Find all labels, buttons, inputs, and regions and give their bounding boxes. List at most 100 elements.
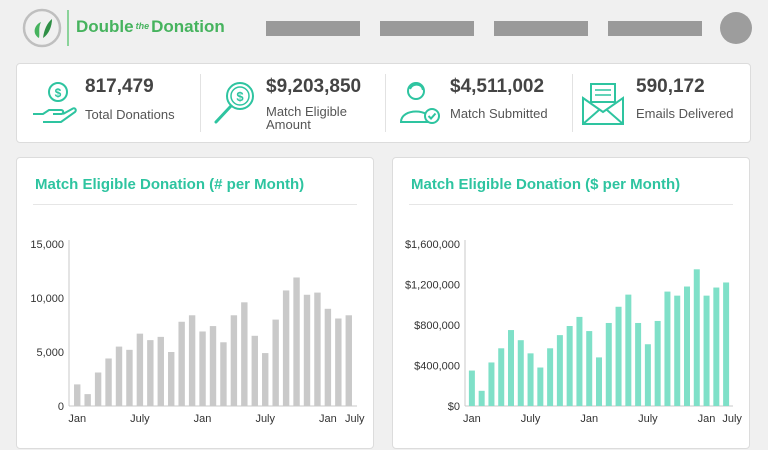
bar[interactable] (625, 294, 632, 406)
chart-title-divider (33, 204, 357, 205)
y-tick-label: $0 (448, 401, 460, 413)
stat-value: $9,203,850 (266, 76, 362, 97)
bar[interactable] (537, 367, 544, 406)
stat-label: Match Submitted (450, 106, 548, 121)
bar[interactable] (199, 331, 206, 406)
bar[interactable] (345, 315, 352, 406)
bar-chart-amount: $0 $400,000 $800,000 $1,200,000 $1,600,000 Ja… (405, 239, 742, 425)
brand-name[interactable]: Double the Donation (76, 17, 225, 37)
nav-item-2[interactable] (380, 21, 474, 36)
bar[interactable] (723, 282, 730, 406)
x-tick-label: Jan (698, 413, 716, 425)
stat-divider (385, 74, 386, 132)
bar[interactable] (693, 269, 700, 406)
bar[interactable] (674, 295, 681, 406)
brand-word-the: the (135, 21, 150, 31)
bar[interactable] (272, 319, 279, 406)
stat-label-line1: Match Eligible (266, 104, 347, 119)
bar[interactable] (713, 287, 720, 406)
envelope-icon (582, 83, 624, 125)
stat-label-line2: Amount (266, 117, 311, 132)
bar[interactable] (586, 331, 593, 406)
y-tick-label: $1,600,000 (405, 239, 460, 251)
bar[interactable] (147, 340, 154, 406)
bar[interactable] (115, 346, 123, 406)
bar[interactable] (314, 292, 321, 406)
x-tick-label: July (345, 413, 365, 425)
bar[interactable] (644, 344, 651, 406)
bar[interactable] (576, 316, 583, 406)
x-tick-label: Jan (319, 413, 337, 425)
x-tick-label: July (130, 413, 150, 425)
bar[interactable] (209, 326, 217, 406)
bar[interactable] (168, 352, 175, 406)
bar[interactable] (84, 394, 91, 406)
bar[interactable] (94, 372, 102, 406)
svg-text:$: $ (55, 86, 62, 100)
bar[interactable] (335, 318, 342, 406)
bar[interactable] (178, 321, 185, 406)
bar[interactable] (262, 353, 269, 406)
bar[interactable] (74, 384, 81, 406)
bar[interactable] (566, 326, 573, 406)
stats-panel: $ 817,479 Total Donations $ $9,203,850 M… (16, 63, 751, 143)
bar[interactable] (136, 333, 144, 406)
double-the-donation-logo[interactable] (22, 8, 62, 48)
user-avatar[interactable] (720, 12, 752, 44)
bar[interactable] (684, 286, 690, 406)
bar[interactable] (105, 358, 112, 406)
bar[interactable] (241, 302, 248, 406)
bar[interactable] (498, 348, 505, 406)
x-tick-label: Jan (68, 413, 86, 425)
x-tick-label: Jan (463, 413, 481, 425)
bar[interactable] (293, 277, 300, 406)
y-tick-label: $1,200,000 (405, 280, 460, 292)
logo-divider (67, 10, 69, 46)
bar[interactable] (157, 336, 164, 406)
chart-title-divider (409, 204, 733, 205)
bar[interactable] (230, 315, 238, 406)
stat-divider (572, 74, 573, 132)
bar[interactable] (188, 315, 196, 406)
bar[interactable] (596, 357, 602, 406)
chart-card-count: Match Eligible Donation (# per Month) 0 5… (16, 157, 374, 449)
chart-card-amount: Match Eligible Donation ($ per Month) $0… (392, 157, 750, 449)
nav-item-4[interactable] (608, 21, 702, 36)
stat-value: $4,511,002 (450, 76, 545, 97)
bar[interactable] (547, 348, 554, 406)
x-tick-label: July (638, 413, 658, 425)
nav-item-1[interactable] (266, 21, 360, 36)
brand-word-donation: Donation (151, 17, 225, 36)
bar[interactable] (664, 291, 671, 406)
stat-label: Total Donations (85, 107, 175, 122)
bar-chart-count: 0 5,000 10,000 15,000 Jan July Jan July Jan July (30, 239, 365, 425)
x-tick-label: Jan (580, 413, 598, 425)
stat-value: 590,172 (636, 76, 705, 97)
bar[interactable] (478, 390, 485, 406)
bar[interactable] (508, 330, 514, 406)
bar[interactable] (517, 340, 524, 406)
bar[interactable] (126, 349, 133, 406)
bar[interactable] (251, 335, 258, 406)
bar[interactable] (282, 290, 290, 406)
bar[interactable] (468, 370, 475, 406)
bar[interactable] (488, 362, 495, 406)
stat-emails-delivered: 590,172 Emails Delivered (581, 64, 751, 142)
bar[interactable] (615, 306, 622, 406)
stat-match-submitted: $4,511,002 Match Submitted (396, 64, 576, 142)
nav-item-3[interactable] (494, 21, 588, 36)
brand-word-double: Double (76, 17, 134, 36)
bar[interactable] (303, 294, 311, 406)
bar[interactable] (324, 308, 332, 406)
bar[interactable] (556, 335, 563, 406)
bar[interactable] (654, 320, 661, 406)
x-tick-label: July (722, 413, 742, 425)
y-tick-label: $800,000 (414, 320, 460, 332)
stat-total-donations: $ 817,479 Total Donations (31, 64, 211, 142)
bar[interactable] (527, 353, 534, 406)
bar[interactable] (635, 322, 642, 406)
bar[interactable] (605, 322, 612, 406)
bar[interactable] (703, 295, 710, 406)
chart-title: Match Eligible Donation (# per Month) (35, 176, 305, 193)
bar[interactable] (220, 342, 227, 406)
